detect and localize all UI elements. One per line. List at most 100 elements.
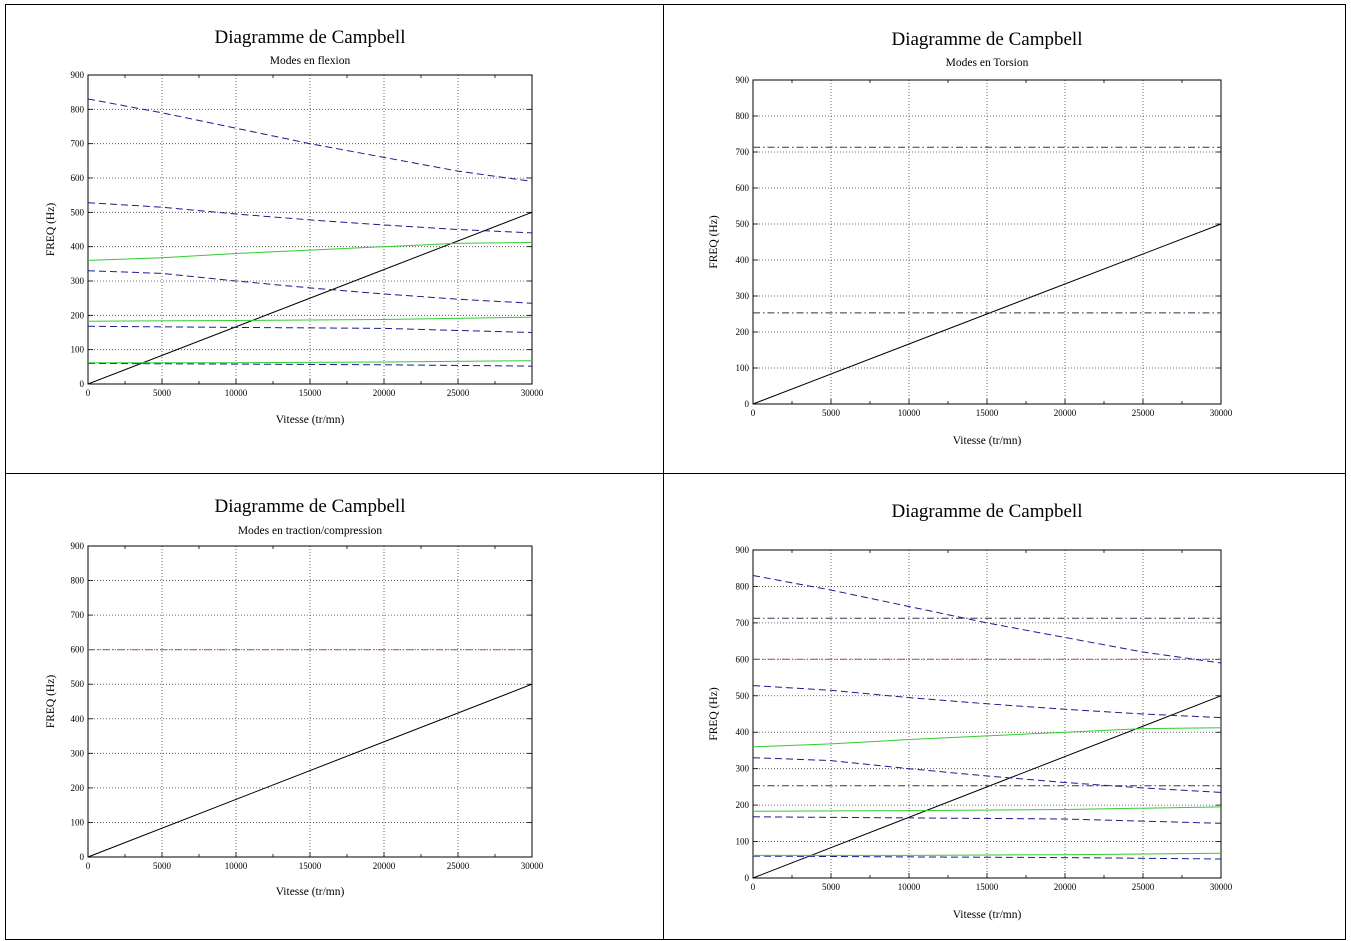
- y-tick-label: 200: [736, 800, 750, 810]
- series-line: [752, 806, 1222, 812]
- y-tick-label: 800: [736, 581, 750, 591]
- y-tick-label: 700: [71, 610, 85, 620]
- x-axis-label: Vitesse (tr/mn): [953, 909, 1022, 921]
- series-line: [753, 852, 1222, 856]
- campbell-chart-svg: Diagramme de Campbell Modes en Torsion 0 50…: [708, 29, 1233, 447]
- series-line: [87, 242, 533, 261]
- series-line: [88, 360, 533, 364]
- x-tick-label: 5000: [822, 408, 841, 418]
- x-tick-label: 0: [751, 882, 756, 892]
- series-line: [752, 695, 1222, 879]
- chart-panel-torsion: Diagramme de Campbell Modes en Torsion 0 50…: [663, 4, 1346, 474]
- y-tick-label: 500: [71, 679, 85, 689]
- chart-title: Diagramme de Campbell: [215, 496, 406, 517]
- series-line: [87, 202, 533, 234]
- y-tick-label: 500: [71, 207, 85, 217]
- y-tick-label: 100: [71, 817, 85, 827]
- y-tick-label: 900: [71, 70, 85, 80]
- y-tick-label: 0: [80, 852, 85, 862]
- y-tick-label: 400: [736, 255, 750, 265]
- y-tick-label: 600: [736, 183, 750, 193]
- y-tick-label: 200: [736, 327, 750, 337]
- x-tick-label: 20000: [1054, 882, 1077, 892]
- y-tick-label: 600: [71, 645, 85, 655]
- series-line: [87, 98, 533, 182]
- y-tick-label: 800: [71, 576, 85, 586]
- y-tick-label: 500: [736, 691, 750, 701]
- x-tick-label: 10000: [225, 861, 248, 871]
- x-tick-label: 30000: [1210, 408, 1233, 418]
- y-tick-label: 700: [736, 618, 750, 628]
- y-axis-label: FREQ (Hz): [708, 215, 720, 269]
- x-tick-label: 10000: [225, 388, 248, 398]
- x-axis-label: Vitesse (tr/mn): [276, 414, 345, 426]
- chart-panel-traction: Diagramme de Campbell Modes en traction/c…: [5, 473, 664, 940]
- x-tick-label: 25000: [1132, 882, 1155, 892]
- y-tick-label: 0: [80, 379, 85, 389]
- y-tick-label: 600: [71, 173, 85, 183]
- y-axis-label: FREQ (Hz): [708, 687, 720, 741]
- x-tick-label: 0: [86, 388, 91, 398]
- x-tick-label: 15000: [299, 388, 322, 398]
- x-tick-label: 5000: [153, 388, 172, 398]
- x-tick-label: 20000: [373, 861, 396, 871]
- y-tick-label: 800: [71, 104, 85, 114]
- series-line: [752, 855, 1222, 860]
- x-tick-label: 30000: [521, 861, 544, 871]
- y-tick-label: 200: [71, 310, 85, 320]
- series-line: [87, 683, 533, 858]
- chart-title: Diagramme de Campbell: [215, 27, 406, 48]
- y-tick-label: 700: [71, 139, 85, 149]
- y-tick-label: 400: [71, 714, 85, 724]
- chart-subtitle: Modes en flexion: [270, 55, 351, 67]
- y-tick-label: 0: [745, 399, 750, 409]
- series-line: [752, 575, 1222, 664]
- chart-panel-flexion: Diagramme de Campbell Modes en flexion 0 50…: [5, 4, 664, 474]
- campbell-chart-svg: Diagramme de Campbell Modes en flexion 0 50…: [45, 27, 544, 426]
- chart-subtitle: Modes en Torsion: [946, 57, 1029, 69]
- series-line: [87, 316, 533, 322]
- x-tick-label: 20000: [373, 388, 396, 398]
- chart-title: Diagramme de Campbell: [892, 29, 1083, 50]
- y-tick-label: 500: [736, 219, 750, 229]
- series-line: [752, 816, 1222, 824]
- x-tick-label: 0: [86, 861, 91, 871]
- x-tick-label: 25000: [447, 861, 470, 871]
- y-tick-label: 600: [736, 654, 750, 664]
- campbell-chart-svg: Diagramme de Campbell Modes en traction/c…: [45, 496, 544, 898]
- series-line: [87, 362, 533, 367]
- chart-panel-combined: Diagramme de Campbell 0 5000 10000 15000 2000…: [663, 473, 1346, 940]
- y-axis-label: FREQ (Hz): [45, 675, 57, 729]
- x-tick-label: 0: [751, 408, 756, 418]
- y-tick-label: 400: [71, 242, 85, 252]
- chart-grid: Diagramme de Campbell Modes en flexion 0 50…: [5, 4, 1346, 940]
- y-tick-label: 900: [736, 75, 750, 85]
- y-tick-label: 300: [71, 276, 85, 286]
- y-axis-label: FREQ (Hz): [45, 203, 57, 257]
- y-tick-label: 300: [736, 764, 750, 774]
- x-tick-label: 15000: [299, 861, 322, 871]
- y-tick-label: 0: [745, 873, 750, 883]
- x-axis-label: Vitesse (tr/mn): [953, 435, 1022, 447]
- y-tick-label: 300: [71, 748, 85, 758]
- x-tick-label: 30000: [521, 388, 544, 398]
- y-tick-label: 800: [736, 111, 750, 121]
- series-line: [87, 211, 533, 385]
- x-tick-label: 15000: [976, 408, 999, 418]
- x-axis-label: Vitesse (tr/mn): [276, 886, 345, 898]
- y-tick-label: 100: [736, 837, 750, 847]
- series-line: [752, 727, 1222, 748]
- x-tick-label: 5000: [822, 882, 841, 892]
- x-tick-label: 30000: [1210, 882, 1233, 892]
- chart-subtitle: Modes en traction/compression: [238, 525, 383, 537]
- x-tick-label: 10000: [898, 882, 921, 892]
- x-tick-label: 5000: [153, 861, 172, 871]
- x-tick-label: 25000: [1132, 408, 1155, 418]
- y-tick-label: 100: [71, 345, 85, 355]
- y-tick-label: 700: [736, 147, 750, 157]
- x-tick-label: 20000: [1054, 408, 1077, 418]
- series-line: [752, 223, 1222, 405]
- series-line: [752, 685, 1222, 719]
- y-tick-label: 200: [71, 783, 85, 793]
